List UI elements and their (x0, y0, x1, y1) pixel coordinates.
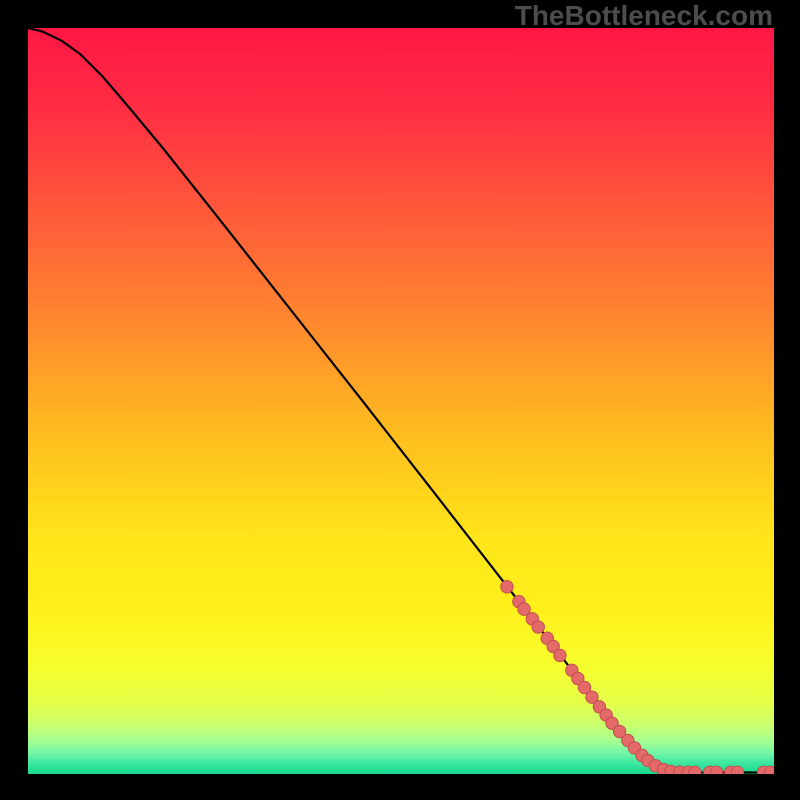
data-marker (689, 766, 701, 774)
watermark-label: TheBottleneck.com (515, 0, 773, 32)
data-marker (731, 766, 743, 774)
chart-background (28, 28, 774, 774)
data-marker (710, 766, 722, 774)
data-marker (532, 621, 544, 633)
data-marker (501, 581, 513, 593)
bottleneck-chart (28, 28, 774, 774)
data-marker (554, 649, 566, 661)
chart-stage: TheBottleneck.com (0, 0, 800, 800)
